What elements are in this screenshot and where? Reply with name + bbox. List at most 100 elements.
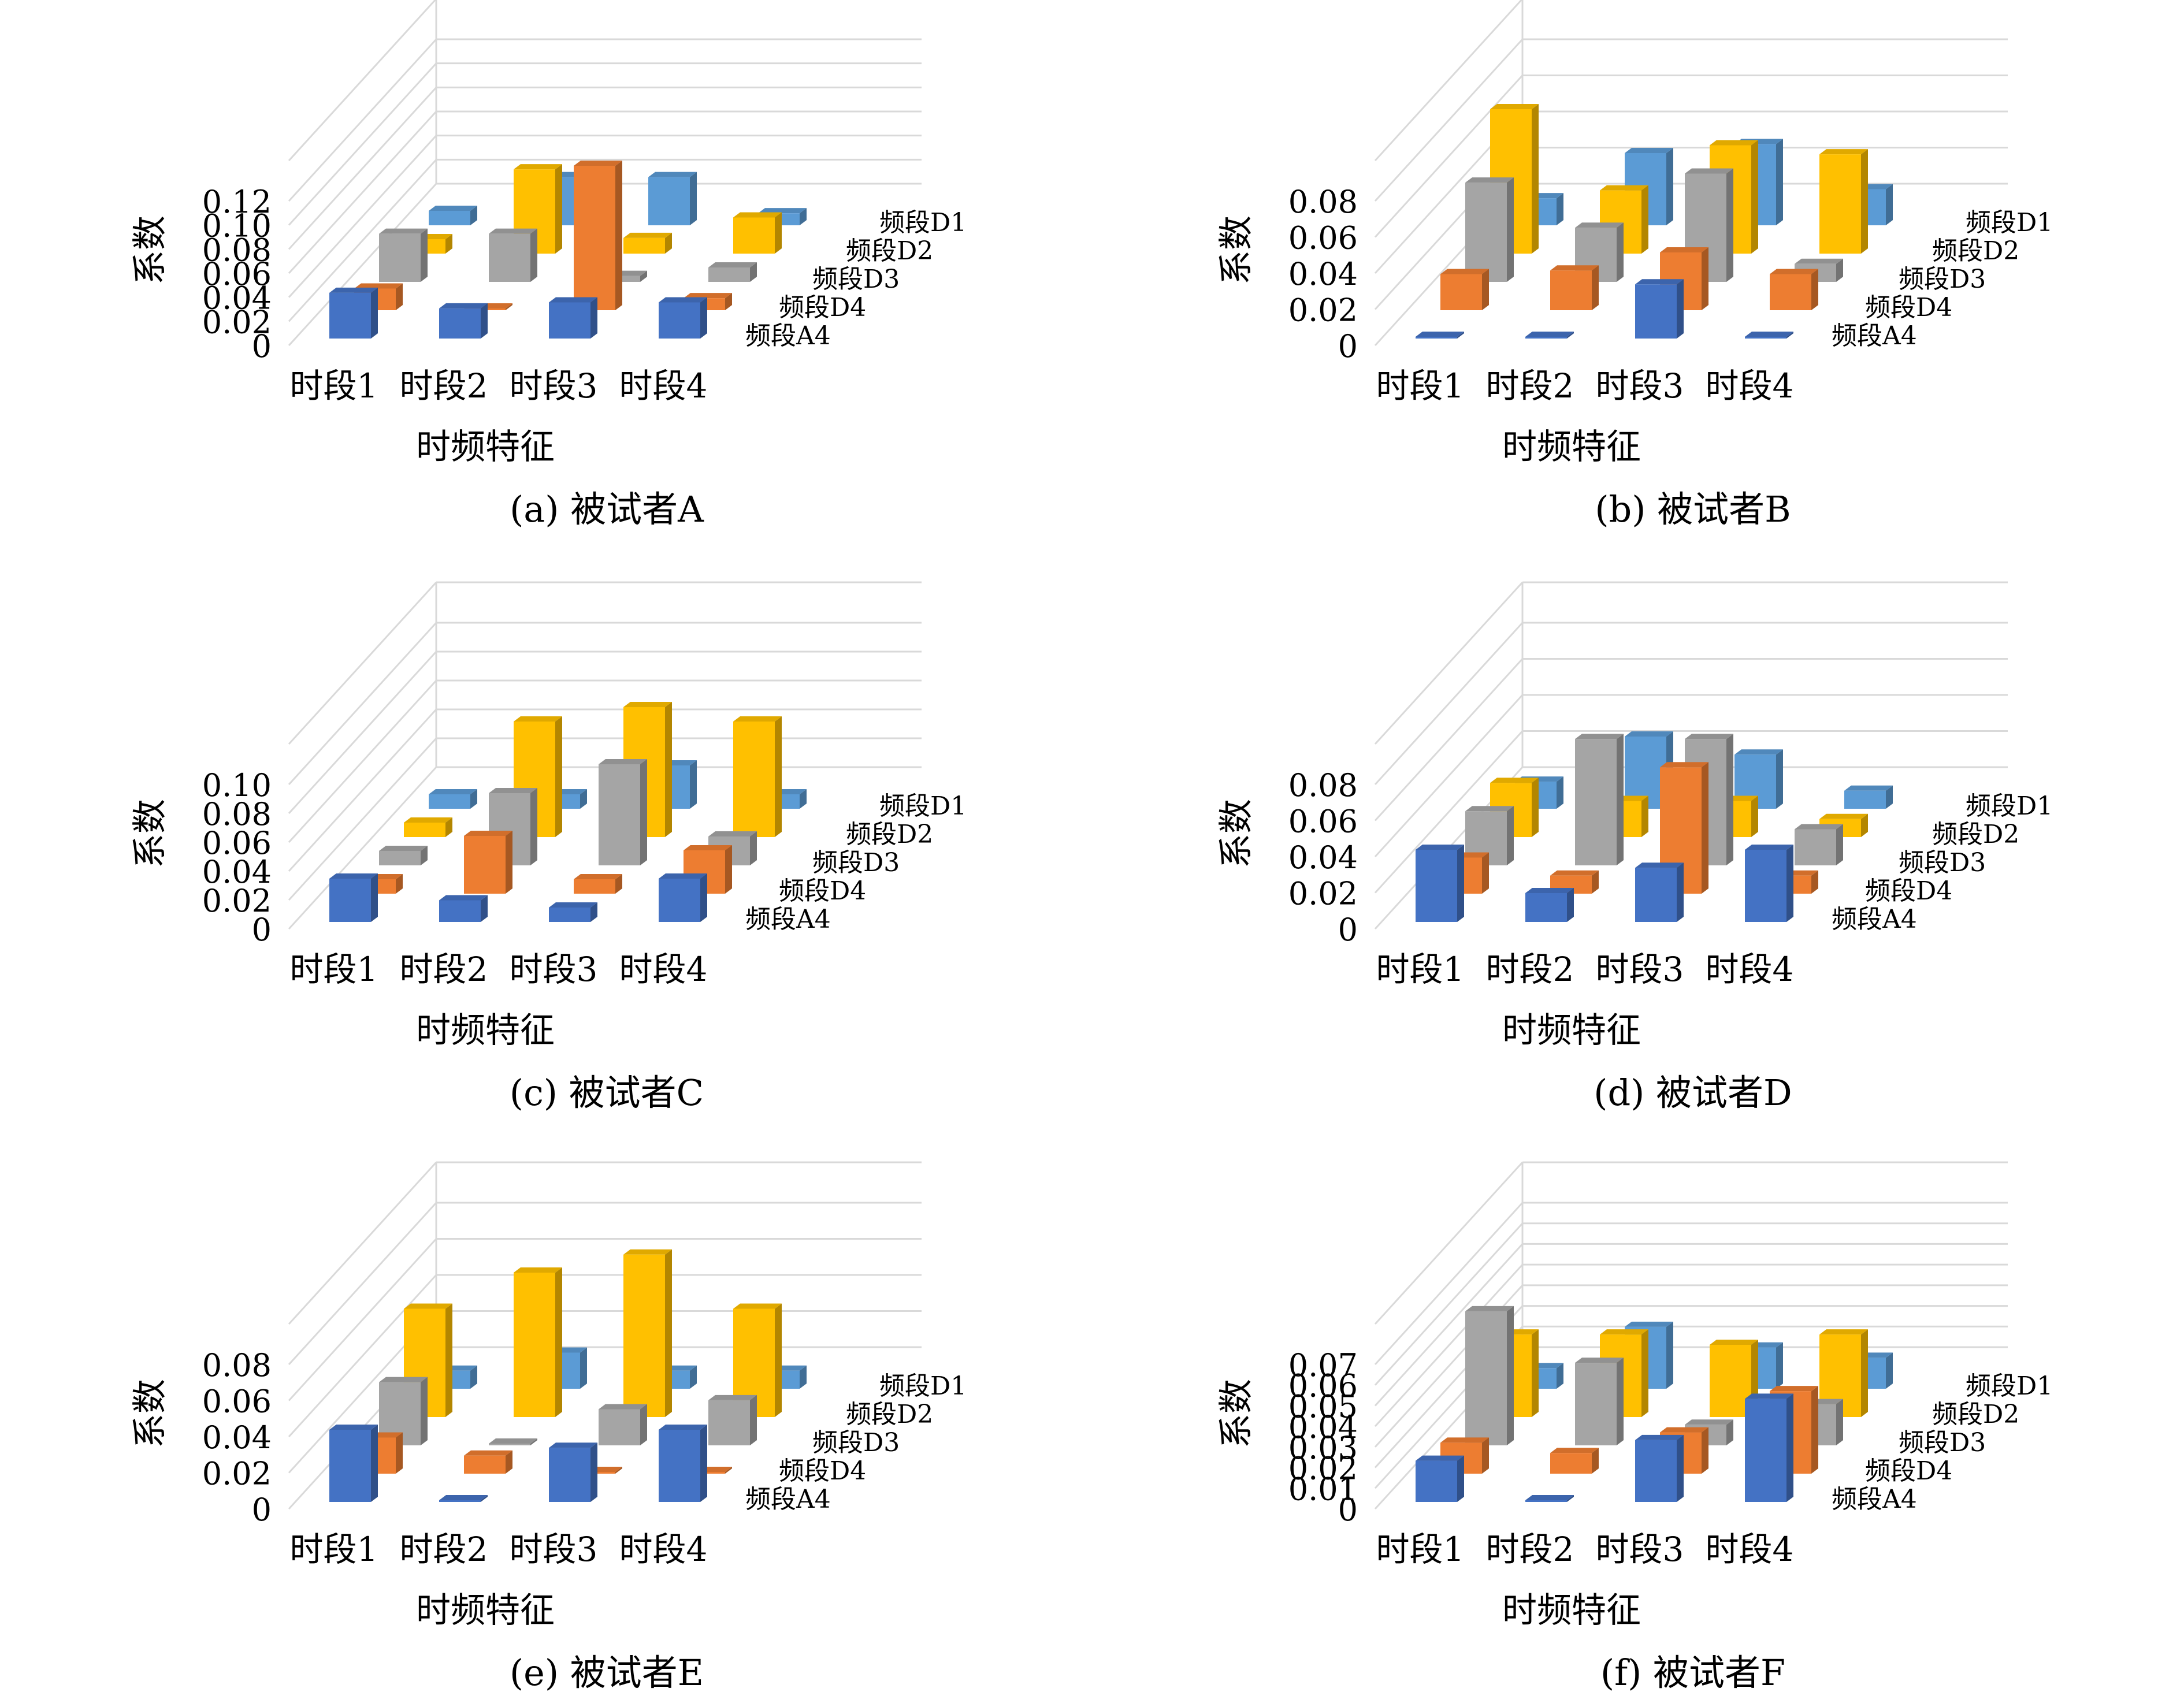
x-axis-title: 时频特征 <box>1502 1010 1641 1051</box>
bar-side <box>506 303 512 310</box>
grid-side-line <box>288 38 437 202</box>
bar-0-1 <box>1525 332 1574 339</box>
bar-0-0 <box>1416 1455 1464 1502</box>
y-tick-label: 0.08 <box>1288 184 1358 220</box>
bar-side <box>640 270 647 282</box>
bar-front <box>329 292 371 339</box>
bar-front <box>329 879 371 922</box>
bar-side <box>1507 806 1514 865</box>
bar-top <box>1490 104 1539 109</box>
bar-front <box>599 764 640 865</box>
series-label: 频段D3 <box>812 848 900 877</box>
grid-side-line <box>288 135 437 298</box>
bar-side <box>775 716 782 837</box>
bar-top <box>464 1450 512 1456</box>
bar-front <box>1819 154 1861 254</box>
series-label: 频段D1 <box>879 208 967 237</box>
bar-3-2 <box>623 1249 672 1417</box>
bar-side <box>800 789 807 809</box>
bar-side <box>590 297 597 339</box>
bar-3-1 <box>514 1267 562 1417</box>
category-label: 时段4 <box>619 366 708 406</box>
bar-side <box>371 873 378 922</box>
y-tick-label: 0.04 <box>1288 839 1358 876</box>
bar-top <box>1525 1495 1574 1500</box>
bar-front <box>404 823 445 837</box>
bar-side <box>640 1404 647 1445</box>
bar-side <box>700 873 707 922</box>
bar-front <box>1416 1460 1457 1502</box>
grid-side-line <box>288 1274 437 1438</box>
panel-caption: (c) 被试者C <box>510 1072 704 1114</box>
y-tick-label: 0.06 <box>202 1384 272 1420</box>
bar-top <box>1660 1427 1708 1433</box>
bar-top <box>404 817 452 823</box>
bar-0-1 <box>439 1495 488 1502</box>
bar-2-3 <box>1795 824 1843 865</box>
bar-top <box>659 297 707 303</box>
bar-top <box>733 1303 782 1309</box>
bar-top <box>623 232 672 238</box>
bar-side <box>800 208 807 225</box>
bar-side <box>530 228 537 282</box>
category-label: 时段4 <box>619 1530 708 1569</box>
grid-side-line <box>1374 1202 1524 1366</box>
bar-3-3 <box>733 212 782 254</box>
bar-top <box>489 1438 537 1444</box>
panel-caption: (f) 被试者F <box>1600 1652 1785 1694</box>
x-axis-title: 时频特征 <box>416 1590 555 1631</box>
grid-side-line <box>288 1238 437 1401</box>
bar-4-0 <box>429 206 477 225</box>
y-tick-label: 0 <box>252 912 272 948</box>
bar-top <box>1710 140 1758 146</box>
bar-top <box>1660 247 1708 252</box>
bar-top <box>1625 731 1673 737</box>
y-axis-title: 系数 <box>130 1379 170 1448</box>
series-label: 频段D4 <box>1865 293 1952 322</box>
bar-2-1 <box>1575 734 1624 865</box>
bar-top <box>1625 148 1673 153</box>
category-label: 时段2 <box>1486 1530 1574 1569</box>
bar-side <box>1457 332 1464 339</box>
grid-side-line <box>288 87 437 250</box>
bar-top <box>1819 149 1868 155</box>
bar-side <box>445 1303 452 1417</box>
grid-side-line <box>288 62 437 226</box>
bar-top <box>354 283 403 289</box>
bar-top <box>1490 778 1539 783</box>
grid-side-line <box>288 679 437 843</box>
series-label: 频段D1 <box>1966 208 2053 237</box>
bar-0-0 <box>329 287 378 339</box>
bar-2-1 <box>489 788 537 865</box>
series-label: 频段D4 <box>1865 1456 1952 1486</box>
bar-front <box>549 1448 590 1502</box>
bar-side <box>615 874 622 894</box>
bar-side <box>1482 852 1489 894</box>
bar-front <box>1635 1440 1677 1502</box>
bar-top <box>1600 185 1648 191</box>
bar-side <box>1507 1306 1514 1445</box>
series-label: 频段D1 <box>879 791 967 821</box>
bar-front <box>659 302 700 339</box>
grid-side-line <box>288 737 437 901</box>
grid-side-line <box>288 183 437 347</box>
bar-2-2 <box>599 759 647 865</box>
bar-2-3 <box>708 262 757 282</box>
bar-top <box>1685 1419 1733 1425</box>
y-tick-label: 0.08 <box>202 796 272 832</box>
bar-top <box>1550 265 1599 271</box>
bar-side <box>421 228 428 282</box>
series-label: 频段D2 <box>846 236 933 266</box>
series-label: 频段D4 <box>779 876 866 906</box>
bar-side <box>506 1450 512 1474</box>
bar-top <box>1635 279 1684 285</box>
bar-0-1 <box>1525 1495 1574 1502</box>
bar-side <box>555 1267 562 1417</box>
grid-side-line <box>1374 694 1524 858</box>
chart-panel-0: 00.020.040.060.080.100.12频段A4频段D4频段D3频段D… <box>130 0 967 530</box>
bar-top <box>1525 332 1574 337</box>
series-label: 频段A4 <box>1832 1485 1917 1514</box>
bar-side <box>580 789 587 809</box>
series-label: 频段D4 <box>1865 876 1952 906</box>
bar-front <box>1465 1311 1507 1445</box>
